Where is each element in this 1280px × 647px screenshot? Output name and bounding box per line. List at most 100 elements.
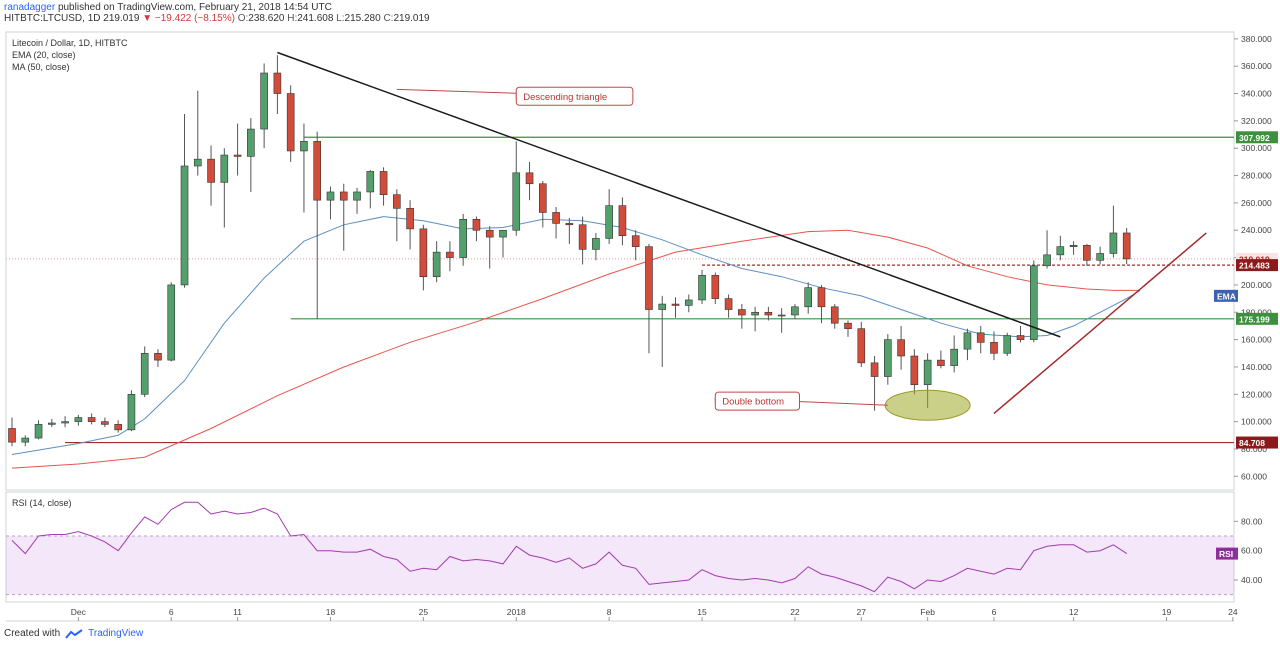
- candle-body: [658, 303, 667, 310]
- candle-body: [684, 299, 693, 306]
- candle-body: [963, 332, 972, 350]
- level-tag-84-bg: [1236, 436, 1278, 449]
- candle-body: [1029, 265, 1038, 340]
- main-pane-frame: [5, 31, 1235, 491]
- ema-tag-bg: [1214, 289, 1238, 302]
- candle-body: [260, 72, 268, 130]
- price-tick-label: 340.000: [1241, 89, 1272, 99]
- candle-body: [578, 224, 587, 250]
- low-value: 215.280: [344, 13, 381, 24]
- time-tick-label: 6: [992, 607, 997, 617]
- tradingview-brand[interactable]: TradingView: [88, 628, 144, 639]
- open-value: 238.620: [248, 13, 285, 24]
- candle-body: [777, 314, 786, 317]
- candle-body: [114, 424, 122, 431]
- high-value: 241.608: [297, 13, 334, 24]
- published-text: published on TradingView.com, February 2…: [57, 2, 332, 13]
- candle-body: [220, 154, 229, 183]
- level-tag-214-bg: [1236, 259, 1278, 272]
- candle-body: [645, 246, 653, 310]
- candle-body: [764, 311, 773, 316]
- change-text: ▼ −19.422 (−8.15%): [142, 13, 235, 24]
- open-label: O:: [237, 13, 249, 24]
- price-tick-label: 120.000: [1241, 389, 1272, 399]
- time-tick-label: 2018: [507, 607, 526, 617]
- time-tick-label: 18: [326, 607, 336, 617]
- candle-body: [48, 422, 56, 425]
- candle-body: [751, 311, 759, 316]
- low-label: L:: [336, 13, 345, 24]
- time-tick-label: 19: [1162, 607, 1172, 617]
- created-with-text: Created with: [4, 628, 61, 639]
- candle-body: [499, 229, 507, 238]
- price-tick-label: 300.000: [1241, 143, 1272, 153]
- candle-body: [830, 306, 839, 324]
- candle-body: [698, 275, 706, 301]
- price-tick-label: 380.000: [1241, 34, 1272, 44]
- candle-body: [300, 141, 308, 152]
- tradingview-logo-icon: [65, 628, 83, 639]
- candle-body: [923, 359, 932, 386]
- candle-body: [193, 158, 202, 167]
- annotation-text: Double bottom: [722, 397, 784, 408]
- candle-body: [804, 287, 813, 308]
- price-tick-label: 200.000: [1241, 280, 1272, 290]
- candle-body: [592, 238, 600, 250]
- rsi-tick-label: 40.00: [1241, 575, 1263, 585]
- candle-body: [525, 172, 534, 185]
- level-tag-84: 84.708: [1239, 438, 1265, 448]
- candle-body: [233, 154, 242, 157]
- time-tick-label: 12: [1069, 607, 1079, 617]
- candle-body: [884, 339, 892, 377]
- footer: Created with TradingView: [4, 628, 143, 639]
- candle-body: [313, 141, 322, 201]
- candle-body: [247, 128, 255, 157]
- time-tick-label: 6: [169, 607, 174, 617]
- candle-body: [990, 342, 998, 354]
- candle-body: [1096, 253, 1104, 261]
- candle-body: [472, 219, 481, 231]
- candle-body: [101, 421, 109, 425]
- candle-body: [485, 229, 494, 238]
- level-tag-307-bg: [1236, 131, 1278, 144]
- price-tick-label: 100.000: [1241, 417, 1272, 427]
- rsi-band: [6, 536, 1234, 595]
- candle-body: [21, 437, 30, 443]
- time-tick-label: 8: [607, 607, 612, 617]
- level-tag-307: 307.992: [1239, 133, 1270, 143]
- candle-body: [154, 352, 162, 361]
- candle-body: [1003, 335, 1012, 354]
- candle-body: [1083, 244, 1091, 261]
- symbol-text: HITBTC:LTCUSD, 1D: [4, 13, 101, 24]
- candle-body: [207, 158, 215, 183]
- price-tick-label: 140.000: [1241, 362, 1272, 372]
- candle-body: [1056, 246, 1065, 256]
- rsi-tag: RSI: [1219, 549, 1233, 559]
- ma-50-line: [11, 229, 1140, 469]
- time-tick-label: 11: [233, 607, 242, 617]
- candle-body: [897, 339, 905, 357]
- candle-body: [326, 191, 335, 201]
- candle-body: [631, 235, 640, 247]
- rsi-legend: RSI (14, close): [12, 498, 72, 508]
- price-tick-label: 240.000: [1241, 225, 1272, 235]
- time-tick-label: 27: [857, 607, 867, 617]
- rsi-pane-frame: [5, 491, 1235, 603]
- trendline: [277, 51, 1061, 338]
- annotation-box: [515, 86, 634, 106]
- annotation-box: [714, 391, 801, 411]
- candle-body: [976, 332, 985, 343]
- candle-body: [34, 424, 43, 439]
- candle-body: [1109, 232, 1118, 254]
- candle-body: [393, 194, 401, 209]
- candle-body: [538, 183, 547, 213]
- candle-body: [1122, 232, 1131, 260]
- candle-body: [286, 93, 295, 152]
- candle-body: [565, 223, 574, 226]
- candle-body: [1043, 254, 1051, 267]
- author-link[interactable]: ranadagger: [4, 2, 56, 13]
- time-tick-label: Feb: [920, 607, 935, 617]
- candle-body: [74, 417, 83, 422]
- close-label: C:: [383, 13, 394, 24]
